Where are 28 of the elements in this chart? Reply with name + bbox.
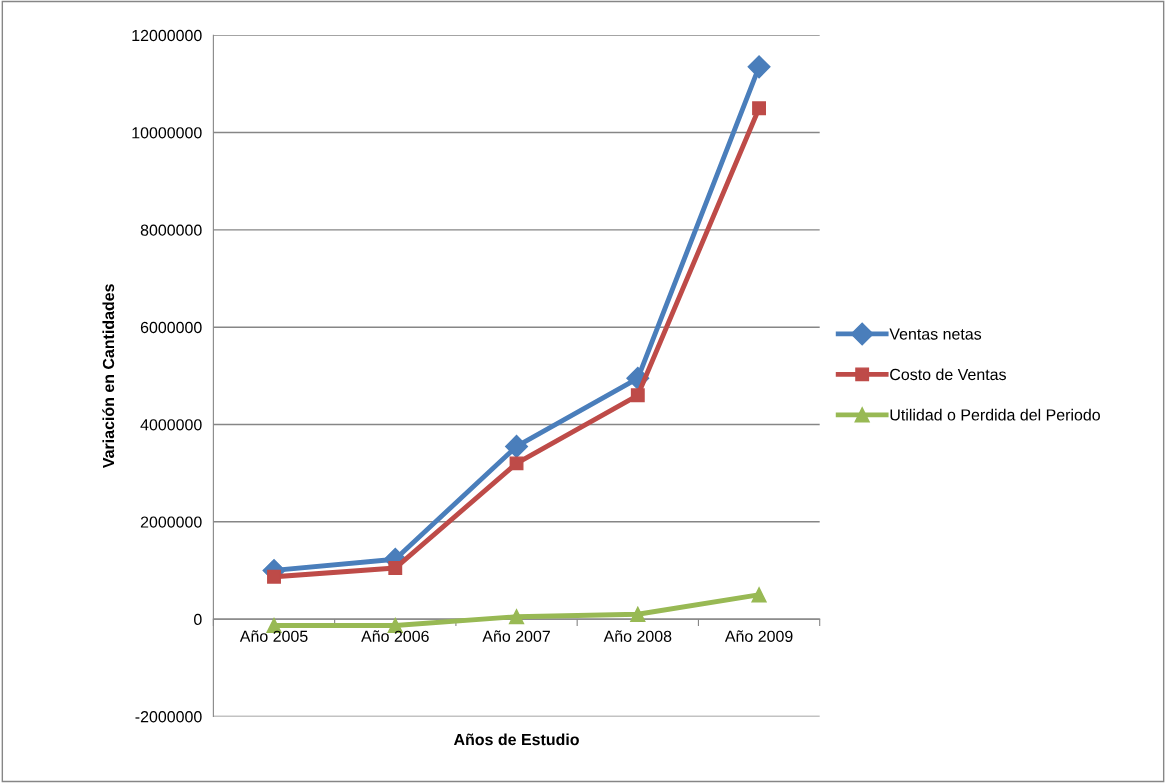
y-tick-label: -2000000 [135,711,202,723]
point [630,388,645,403]
y-tick-label: 10000000 [132,127,202,139]
point [388,561,403,575]
point [752,101,767,116]
point [267,569,281,584]
y-tick-label: 8000000 [140,224,202,236]
x-tick-label: Año 2008 [603,630,672,642]
x-tick-label: Año 2005 [239,630,308,642]
y-tick-label: 6000000 [140,321,202,334]
point [509,456,524,471]
x-tick-label: Año 2007 [482,630,550,642]
point [630,606,646,622]
x-tick-label: Año 2009 [724,630,793,642]
point [751,587,767,603]
x-tick-label: Año 2006 [361,630,429,642]
x-axis-title: Años de Estudio [453,733,579,746]
y-axis-title: Variación en Cantidades [102,284,115,469]
y-tick-label: 4000000 [140,419,202,431]
y-tick-label: 0 [194,613,202,626]
y-tick-label: 2000000 [140,516,202,528]
legend-label: Utilidad o Perdida del Periodo [890,408,1100,421]
point [505,434,529,458]
y-tick-label: 12000000 [132,29,202,42]
point [508,609,525,625]
legend-label: Ventas netas [889,328,982,340]
legend-label: Costo de Ventas [890,368,1006,381]
point [747,55,771,79]
